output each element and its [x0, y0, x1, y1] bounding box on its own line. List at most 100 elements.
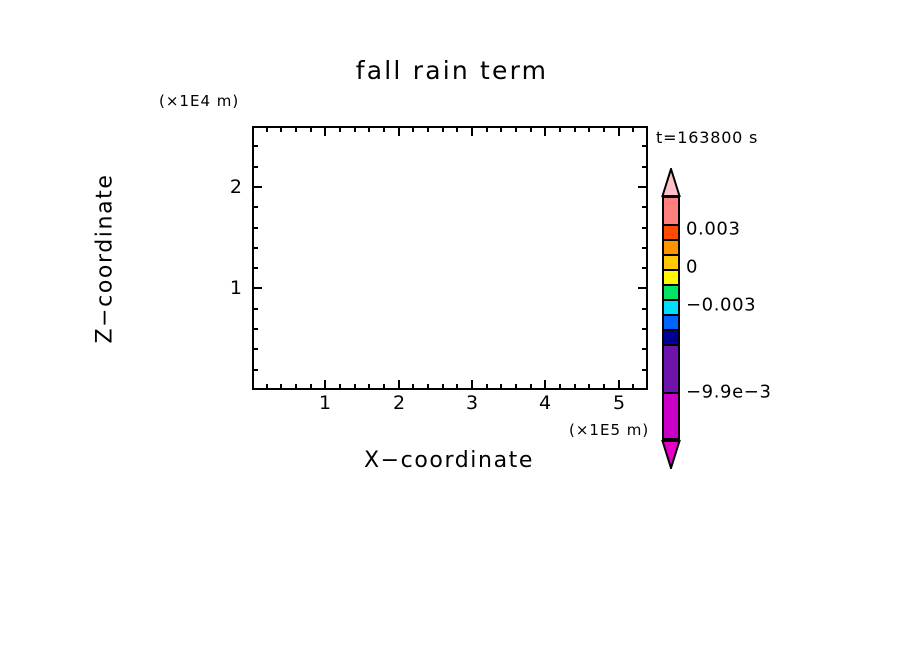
time-annotation: t=163800 s	[656, 128, 759, 147]
yaxis-tick-label: 1	[229, 277, 242, 299]
xaxis-tick	[368, 384, 370, 390]
colorbar	[661, 168, 681, 469]
yaxis-tick-right	[638, 186, 648, 188]
xaxis-tick	[280, 384, 282, 390]
colorbar-band	[662, 299, 680, 314]
yaxis-tick	[252, 145, 258, 147]
xaxis-title: X−coordinate	[0, 448, 904, 473]
xaxis-tick	[339, 384, 341, 390]
xaxis-tick-top	[588, 126, 590, 132]
colorbar-band	[662, 254, 680, 269]
colorbar-band	[662, 344, 680, 392]
plot-area	[252, 126, 648, 390]
yaxis-tick-right	[642, 166, 648, 168]
xaxis-tick-top	[559, 126, 561, 132]
xaxis-tick	[266, 384, 268, 390]
xaxis-tick	[354, 384, 356, 390]
yaxis-tick	[252, 308, 258, 310]
yaxis-tick-right	[642, 267, 648, 269]
yaxis-tick-label: 2	[229, 176, 242, 198]
yaxis-tick	[252, 348, 258, 350]
yaxis-tick-right	[642, 348, 648, 350]
xaxis-tick	[324, 380, 326, 390]
yaxis-tick-right	[642, 328, 648, 330]
yaxis-tick-right	[642, 227, 648, 229]
yaxis-tick-right	[642, 308, 648, 310]
xaxis-tick-top	[412, 126, 414, 132]
yaxis-tick	[252, 186, 262, 188]
colorbar-tick-label: −0.003	[686, 294, 757, 316]
xaxis-tick-top	[530, 126, 532, 132]
xaxis-tick-top	[368, 126, 370, 132]
xaxis-tick	[530, 384, 532, 390]
colorbar-band	[662, 329, 680, 344]
colorbar-tick-label: −9.9e−3	[686, 381, 772, 403]
yaxis-tick-right	[642, 145, 648, 147]
colorbar-tick-label: 0.003	[686, 218, 741, 240]
xaxis-tick-top	[339, 126, 341, 132]
xaxis-tick-top	[618, 126, 620, 136]
yaxis-tick-right	[638, 287, 648, 289]
yaxis-tick	[252, 166, 258, 168]
xaxis-tick	[456, 384, 458, 390]
xaxis-tick-top	[544, 126, 546, 136]
yaxis-tick	[252, 267, 258, 269]
yaxis-tick-right	[642, 369, 648, 371]
xaxis-tick	[515, 384, 517, 390]
xaxis-tick	[603, 384, 605, 390]
xaxis-tick-top	[427, 126, 429, 132]
yaxis-tick	[252, 369, 258, 371]
xaxis-tick-label: 3	[465, 392, 479, 414]
xaxis-tick	[544, 380, 546, 390]
yaxis-tick-right	[642, 206, 648, 208]
xaxis-tick	[383, 384, 385, 390]
yaxis-tick	[252, 287, 262, 289]
xaxis-tick	[412, 384, 414, 390]
xaxis-tick-label: 5	[612, 392, 626, 414]
yaxis-unit-label: (×1E4 m)	[159, 92, 240, 110]
xaxis-tick	[295, 384, 297, 390]
yaxis-tick	[252, 328, 258, 330]
xaxis-tick	[486, 384, 488, 390]
colorbar-band	[662, 269, 680, 284]
xaxis-tick-top	[632, 126, 634, 132]
xaxis-tick-top	[295, 126, 297, 132]
colorbar-band	[662, 196, 680, 224]
colorbar-band	[662, 284, 680, 299]
colorbar-tick-label: 0	[686, 256, 699, 278]
xaxis-tick	[310, 384, 312, 390]
xaxis-title-text: X−coordinate	[363, 448, 535, 473]
xaxis-tick	[559, 384, 561, 390]
colorbar-bottom-arrow	[661, 440, 681, 469]
xaxis-tick-top	[280, 126, 282, 132]
yaxis-tick-right	[642, 247, 648, 249]
xaxis-tick	[574, 384, 576, 390]
xaxis-tick	[618, 380, 620, 390]
xaxis-tick	[427, 384, 429, 390]
xaxis-tick-top	[354, 126, 356, 132]
colorbar-band	[662, 224, 680, 239]
xaxis-tick-top	[383, 126, 385, 132]
xaxis-tick	[632, 384, 634, 390]
xaxis-unit-label: (×1E5 m)	[569, 421, 650, 439]
xaxis-tick	[398, 380, 400, 390]
xaxis-tick-top	[398, 126, 400, 136]
yaxis-tick	[252, 247, 258, 249]
xaxis-tick-top	[456, 126, 458, 132]
xaxis-tick	[442, 384, 444, 390]
colorbar-band	[662, 314, 680, 329]
xaxis-tick-top	[486, 126, 488, 132]
xaxis-tick-top	[574, 126, 576, 132]
xaxis-tick-label: 4	[538, 392, 552, 414]
xaxis-tick-top	[324, 126, 326, 136]
xaxis-tick-top	[603, 126, 605, 132]
yaxis-title: Z−coordinate	[92, 173, 118, 344]
xaxis-tick	[588, 384, 590, 390]
xaxis-tick-top	[442, 126, 444, 132]
colorbar-band	[662, 239, 680, 254]
xaxis-tick-top	[515, 126, 517, 132]
xaxis-tick-label: 2	[392, 392, 406, 414]
xaxis-tick-label: 1	[318, 392, 332, 414]
xaxis-tick	[471, 380, 473, 390]
